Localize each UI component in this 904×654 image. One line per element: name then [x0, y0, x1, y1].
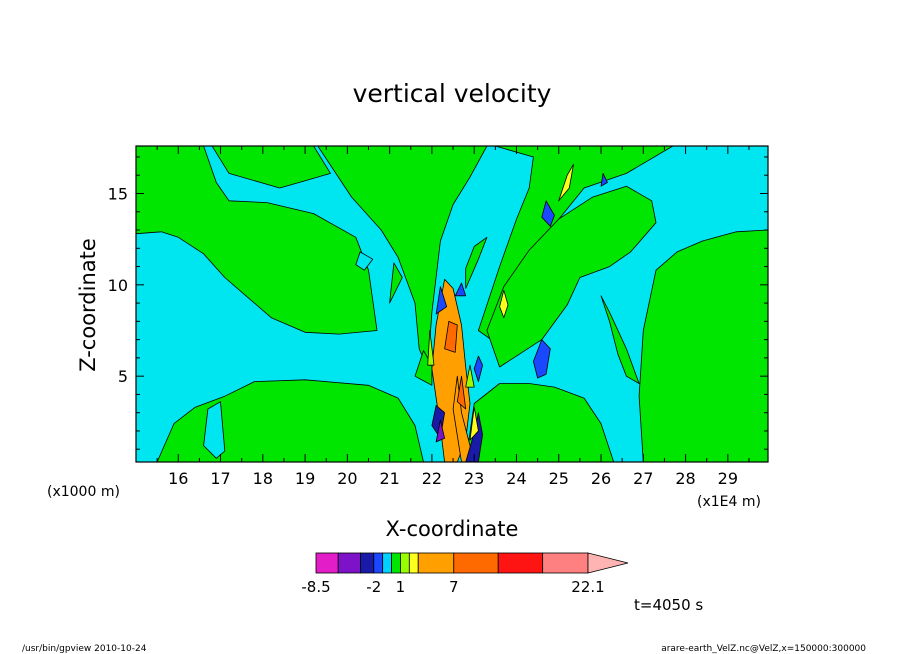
contour-region	[456, 375, 467, 410]
contour-region	[465, 236, 488, 289]
x-tick-label: 25	[549, 469, 569, 488]
footer-source: arare-earth_VelZ.nc@VelZ,x=150000:300000	[661, 644, 866, 654]
colorbar-segment	[337, 552, 361, 574]
x-tick-label: 22	[422, 469, 442, 488]
x-tick-label: 27	[633, 469, 653, 488]
contour-region	[465, 364, 475, 388]
x-axis-unit: (x1E4 m)	[697, 494, 761, 510]
contour-region	[541, 200, 555, 227]
x-axis-label: X-coordinate	[386, 517, 519, 541]
contour-region	[454, 282, 467, 297]
contour-region	[469, 406, 479, 441]
contour-region	[355, 251, 374, 271]
y-tick-label: 5	[118, 367, 128, 386]
contour-region	[444, 320, 458, 353]
colorbar-segment	[391, 552, 401, 574]
contour-region	[211, 146, 331, 189]
colorbar-segment	[408, 552, 419, 574]
contour-region	[600, 295, 640, 384]
y-axis-label: Z-coordinate	[76, 238, 100, 372]
contour-region	[558, 163, 574, 202]
x-tick-label: 24	[506, 469, 526, 488]
x-tick-label: 21	[379, 469, 399, 488]
colorbar-segment	[360, 552, 375, 574]
contour-region	[486, 185, 657, 368]
contour-region	[638, 229, 768, 462]
contour-region	[473, 355, 484, 383]
colorbar-segment	[382, 552, 392, 574]
x-tick-label: 28	[675, 469, 695, 488]
x-tick-label: 20	[337, 469, 357, 488]
x-tick-label: 26	[591, 469, 611, 488]
x-tick-label: 23	[464, 469, 484, 488]
x-tick-label: 17	[210, 469, 230, 488]
colorbar-arrow	[587, 552, 629, 574]
y-tick-label: 15	[108, 184, 128, 203]
y-tick-label: 10	[108, 276, 128, 295]
contour-region	[435, 286, 448, 315]
contour-region	[136, 146, 378, 335]
colorbar-label: -8.5	[301, 578, 330, 596]
chart-title: vertical velocity	[353, 79, 552, 108]
colorbar-label: -2	[366, 578, 381, 596]
colorbar-segment	[400, 552, 410, 574]
colorbar-segment	[373, 552, 384, 574]
x-tick-label: 29	[718, 469, 738, 488]
colorbar-segment	[497, 552, 544, 574]
contour-region	[533, 339, 551, 379]
x-tick-label: 16	[168, 469, 188, 488]
contour-region	[389, 262, 403, 304]
colorbar-segment	[315, 552, 339, 574]
contour-region	[465, 383, 615, 462]
contour-region	[499, 289, 509, 319]
footer-program: /usr/bin/gpview 2010-10-24	[22, 644, 147, 654]
x-tick-label: 19	[295, 469, 315, 488]
colorbar-label: 1	[396, 578, 406, 596]
plot-area: 16 17 18 19 20 21 22 23 24 25 26 27 28 29 5 10 15	[108, 145, 769, 488]
colorbar-label: 7	[449, 578, 459, 596]
colorbar-segment	[417, 552, 455, 574]
x-tick-label: 18	[253, 469, 273, 488]
contour-region	[427, 330, 435, 366]
colorbar: -8.5 -2 1 7 22.1	[301, 552, 629, 596]
time-label: t=4050 s	[634, 596, 703, 614]
colorbar-segment	[453, 552, 499, 574]
contour-region	[465, 412, 484, 462]
contour-region	[600, 172, 608, 187]
colorbar-label: 22.1	[571, 578, 604, 596]
contour-region	[435, 419, 446, 443]
plot-frame	[135, 145, 769, 463]
colorbar-segment	[542, 552, 589, 574]
y-axis-unit: (x1000 m)	[47, 484, 120, 500]
